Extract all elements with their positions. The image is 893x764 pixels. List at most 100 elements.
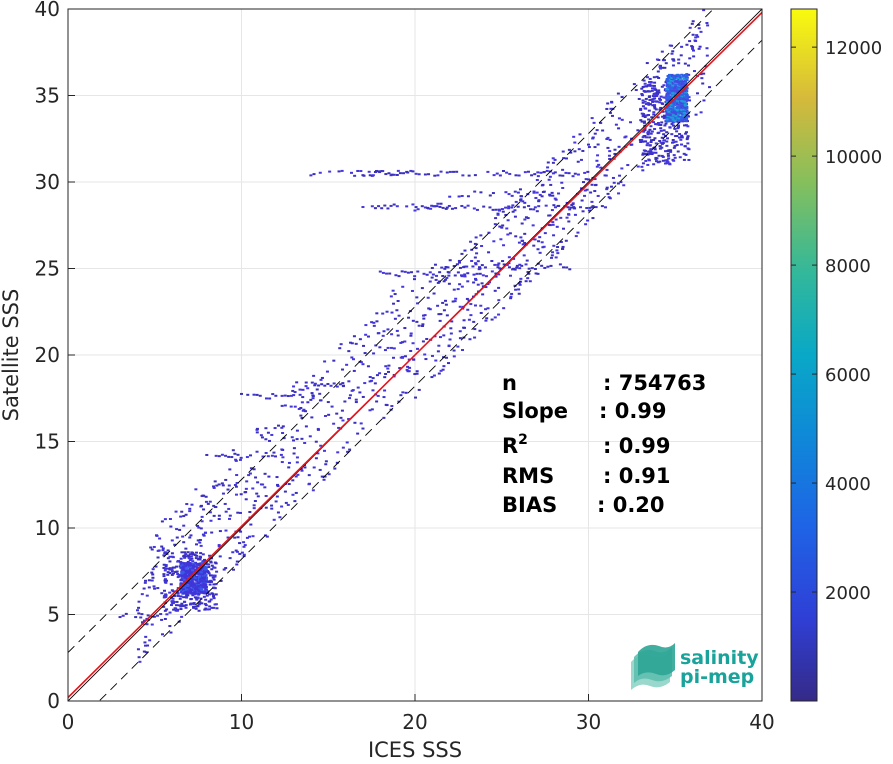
density-point [549, 264, 553, 267]
density-point [326, 401, 330, 404]
density-point [697, 47, 701, 50]
density-point [666, 93, 670, 96]
density-point [361, 363, 365, 366]
density-point [620, 96, 624, 99]
density-point [671, 84, 675, 87]
density-point [187, 556, 191, 559]
density-point [640, 87, 644, 90]
density-point [463, 273, 467, 276]
density-point [190, 592, 194, 595]
density-point [610, 101, 614, 104]
density-point [518, 267, 522, 270]
density-point [259, 434, 263, 437]
density-point [474, 277, 478, 280]
density-point [289, 405, 293, 408]
density-point [239, 456, 243, 459]
density-point [228, 557, 232, 560]
density-point [481, 274, 485, 277]
density-point [665, 89, 669, 92]
density-point [233, 483, 237, 486]
density-point [512, 267, 516, 270]
reference-lines [68, 9, 762, 701]
density-point [180, 564, 184, 567]
density-point [474, 247, 478, 250]
density-point [523, 171, 527, 174]
density-point [249, 467, 253, 470]
density-point [204, 570, 208, 573]
density-point [142, 587, 146, 590]
density-point [660, 121, 664, 124]
density-point [645, 102, 649, 105]
density-point [659, 141, 663, 144]
density-point [664, 150, 668, 153]
density-point [291, 389, 295, 392]
density-point [219, 579, 223, 582]
density-point [221, 484, 225, 487]
density-point [441, 274, 445, 277]
density-point [491, 192, 495, 195]
density-point [208, 583, 212, 586]
density-point [270, 504, 274, 507]
density-point [203, 608, 207, 611]
density-point [594, 183, 598, 186]
density-point [653, 95, 657, 98]
density-point [308, 435, 312, 438]
density-point [676, 87, 680, 90]
density-point [587, 209, 591, 212]
wave-stack-icon [631, 643, 675, 690]
density-point [497, 313, 501, 316]
density-point [675, 117, 679, 120]
density-point [660, 146, 664, 149]
density-point [356, 169, 360, 172]
density-point [336, 451, 340, 454]
density-point [662, 114, 666, 117]
density-point [670, 111, 674, 114]
density-point [428, 271, 432, 274]
density-point [502, 307, 506, 310]
density-point [670, 104, 674, 107]
density-point [456, 271, 460, 274]
density-point [181, 565, 185, 568]
density-point [276, 483, 280, 486]
density-point [652, 92, 656, 95]
density-point [455, 263, 459, 266]
density-point [202, 582, 206, 585]
density-point [162, 566, 166, 569]
density-point [617, 192, 621, 195]
density-point [665, 140, 669, 143]
density-point [516, 205, 520, 208]
density-point [296, 473, 300, 476]
density-point [256, 495, 260, 498]
density-point [495, 172, 499, 175]
density-point [312, 173, 316, 176]
density-point [472, 281, 476, 284]
density-point [162, 596, 166, 599]
density-point [579, 187, 583, 190]
density-point [249, 454, 253, 457]
density-point [680, 134, 684, 137]
density-point [150, 548, 154, 551]
density-point [480, 282, 484, 285]
density-point [690, 22, 694, 25]
density-point [298, 388, 302, 391]
density-point [520, 222, 524, 225]
density-point [678, 78, 682, 81]
density-point [205, 576, 209, 579]
density-point [204, 568, 208, 571]
density-point [445, 276, 449, 279]
density-point [579, 206, 583, 209]
density-point [485, 317, 489, 320]
density-point [571, 202, 575, 205]
density-point [447, 362, 451, 365]
density-point [188, 579, 192, 582]
density-point [582, 181, 586, 184]
density-point [671, 95, 675, 98]
density-point [642, 120, 646, 123]
density-point [641, 85, 645, 88]
density-point [675, 104, 679, 107]
density-point [640, 94, 644, 97]
density-point [168, 625, 172, 628]
density-point [283, 394, 287, 397]
density-point [645, 114, 649, 117]
density-point [313, 382, 317, 385]
